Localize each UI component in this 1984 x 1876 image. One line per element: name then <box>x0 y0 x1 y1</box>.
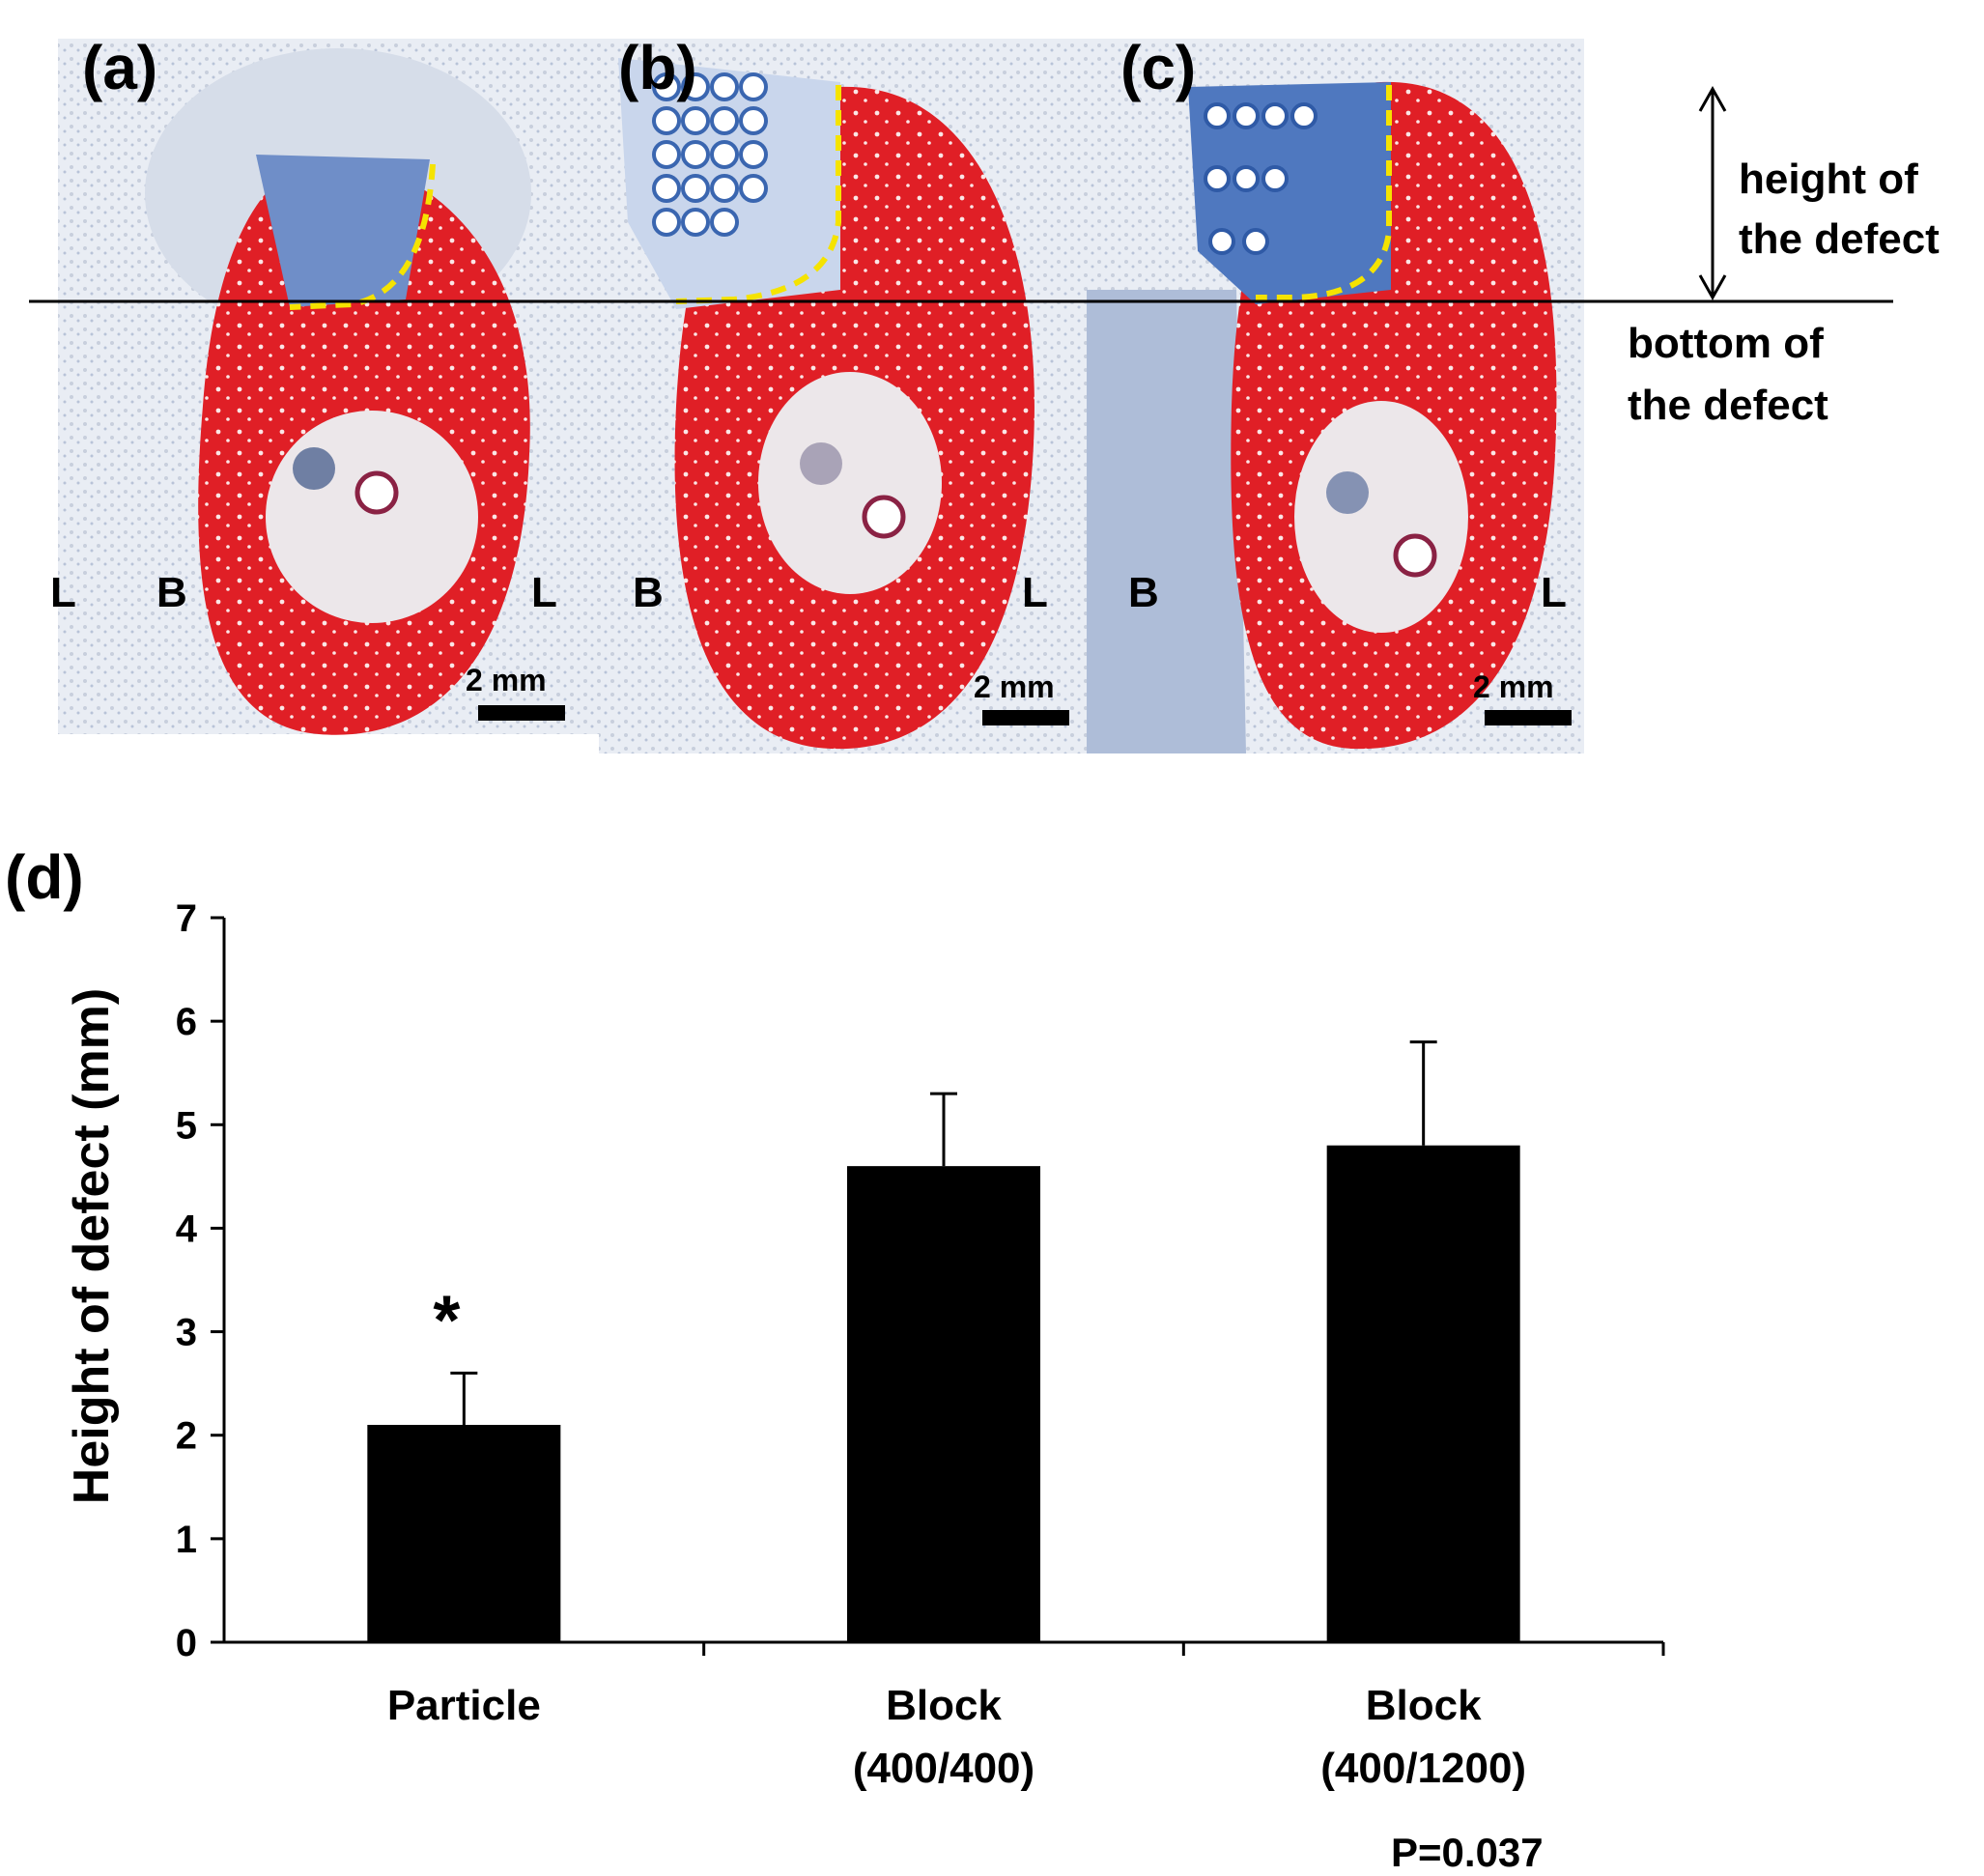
bar <box>847 1166 1040 1642</box>
bottom-of-defect-line1: bottom of <box>1628 320 1824 367</box>
bar-chart: 0 1 2 3 4 5 6 7 * Particle Block (400/400) Block (4… <box>64 897 1665 1875</box>
height-arrow <box>1698 85 1727 301</box>
y-tick-label: 7 <box>176 897 197 940</box>
y-tick-label: 5 <box>176 1104 197 1147</box>
letter-b-left: B <box>633 569 664 616</box>
x-tick-label: Particle <box>387 1682 541 1729</box>
letter-c-left: B <box>1128 569 1159 616</box>
x-tick-label-line2: (400/400) <box>853 1745 1035 1792</box>
marrow-cavity <box>266 411 478 623</box>
block-scaffold-grid <box>1204 102 1318 255</box>
y-tick-label: 6 <box>176 1001 197 1043</box>
y-tick-label: 2 <box>176 1415 197 1458</box>
x-tick-label: Block <box>886 1682 1002 1729</box>
letter-a-left: L <box>50 569 76 616</box>
scale-bar <box>982 710 1069 725</box>
connective-tissue <box>1087 290 1246 753</box>
histology-panel-c <box>1082 39 1584 753</box>
bar <box>367 1425 561 1642</box>
letter-b-right: L <box>1022 569 1048 616</box>
vessel-ring <box>1393 533 1437 578</box>
y-tick-label: 4 <box>176 1208 198 1250</box>
y-tick-label: 0 <box>176 1622 197 1664</box>
height-of-defect-line2: the defect <box>1739 215 1940 263</box>
vessel-ring <box>862 495 906 539</box>
scale-bar <box>1485 710 1572 725</box>
defect-boundary-dashed <box>1256 85 1392 300</box>
scale-bar <box>478 705 565 721</box>
panel-label-d: (d) <box>5 842 84 912</box>
p-value-footnote: P=0.037 <box>1391 1830 1544 1875</box>
vessel-ring <box>354 470 399 515</box>
marrow-cavity <box>758 372 942 594</box>
panel-label-b: (b) <box>618 33 697 102</box>
vessel <box>800 442 842 485</box>
y-axis-title: Height of defect (mm) <box>64 988 120 1504</box>
histology-panel-a <box>58 39 599 735</box>
letter-c-right: L <box>1541 569 1567 616</box>
x-tick-label-line2: (400/1200) <box>1320 1745 1526 1792</box>
defect-region <box>1188 82 1391 304</box>
scale-label-b: 2 mm <box>974 669 1055 704</box>
y-tick-label: 1 <box>176 1519 197 1561</box>
bar <box>1326 1145 1520 1642</box>
histology-panel-b <box>599 39 1082 753</box>
marrow-cavity <box>1294 401 1468 633</box>
block-scaffold-grid <box>652 72 768 237</box>
panel-label-c: (c) <box>1120 33 1196 102</box>
letter-a-right: L <box>531 569 557 616</box>
scale-label-c: 2 mm <box>1473 669 1554 704</box>
significance-marker: * <box>433 1282 460 1359</box>
height-of-defect-line1: height of <box>1739 156 1918 203</box>
bottom-of-defect-line2: the defect <box>1628 382 1828 429</box>
vessel <box>1326 471 1369 514</box>
vessel <box>293 447 335 490</box>
y-tick-label: 3 <box>176 1312 197 1354</box>
scale-label-a: 2 mm <box>466 663 547 697</box>
panel-label-a: (a) <box>82 33 157 102</box>
letter-a-mid: B <box>156 569 187 616</box>
defect-region <box>256 155 430 307</box>
x-tick-label: Block <box>1366 1682 1482 1729</box>
